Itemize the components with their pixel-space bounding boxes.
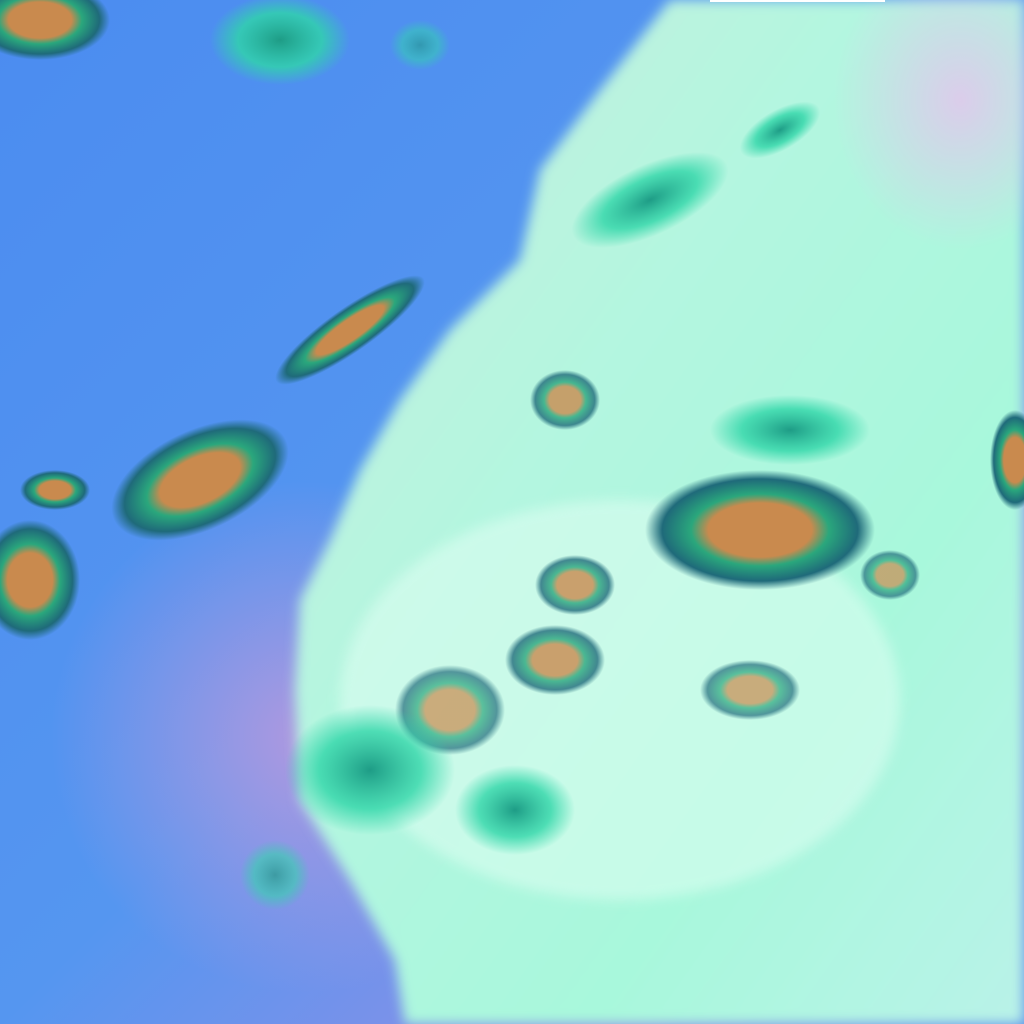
cloud-cluster: [990, 410, 1024, 510]
cloud-cluster: [530, 370, 600, 430]
cloud-cluster: [0, 0, 110, 60]
cloud-cluster: [111, 419, 289, 541]
cloud-cluster: [860, 550, 920, 600]
cloud-cluster: [275, 275, 425, 385]
cloud-cluster: [505, 625, 605, 695]
top-strip: [710, 0, 885, 2]
cloud-cluster: [739, 101, 821, 159]
cloud-cluster: [710, 395, 870, 465]
cloud-cluster: [645, 470, 875, 590]
cloud-cluster: [455, 765, 575, 855]
cloud-cluster: [240, 840, 310, 910]
cloud-cluster: [210, 0, 350, 85]
cloud-cluster: [0, 520, 80, 640]
cloud-cluster: [571, 152, 729, 248]
cloud-cluster: [285, 705, 455, 835]
cloud-clusters: [0, 0, 1024, 910]
cloud-cluster: [535, 555, 615, 615]
cloud-cluster: [20, 470, 90, 510]
cloud-cluster: [700, 660, 800, 720]
cloud-cluster: [390, 20, 450, 70]
